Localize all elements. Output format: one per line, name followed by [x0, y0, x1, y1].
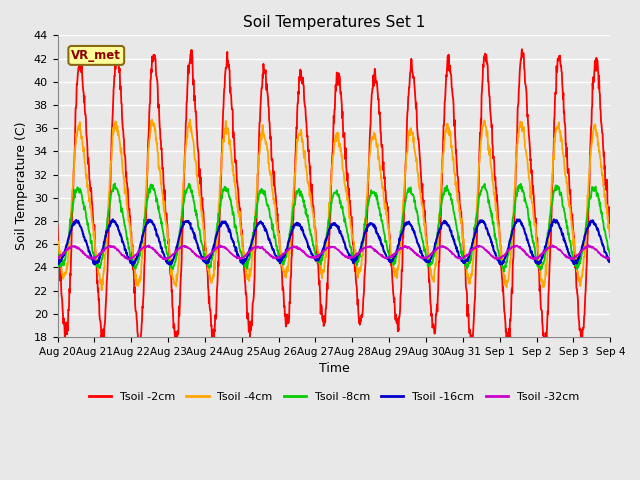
Legend: Tsoil -2cm, Tsoil -4cm, Tsoil -8cm, Tsoil -16cm, Tsoil -32cm: Tsoil -2cm, Tsoil -4cm, Tsoil -8cm, Tsoi… — [84, 388, 584, 407]
Title: Soil Temperatures Set 1: Soil Temperatures Set 1 — [243, 15, 425, 30]
Text: VR_met: VR_met — [71, 49, 121, 62]
X-axis label: Time: Time — [319, 362, 349, 375]
Y-axis label: Soil Temperature (C): Soil Temperature (C) — [15, 122, 28, 251]
